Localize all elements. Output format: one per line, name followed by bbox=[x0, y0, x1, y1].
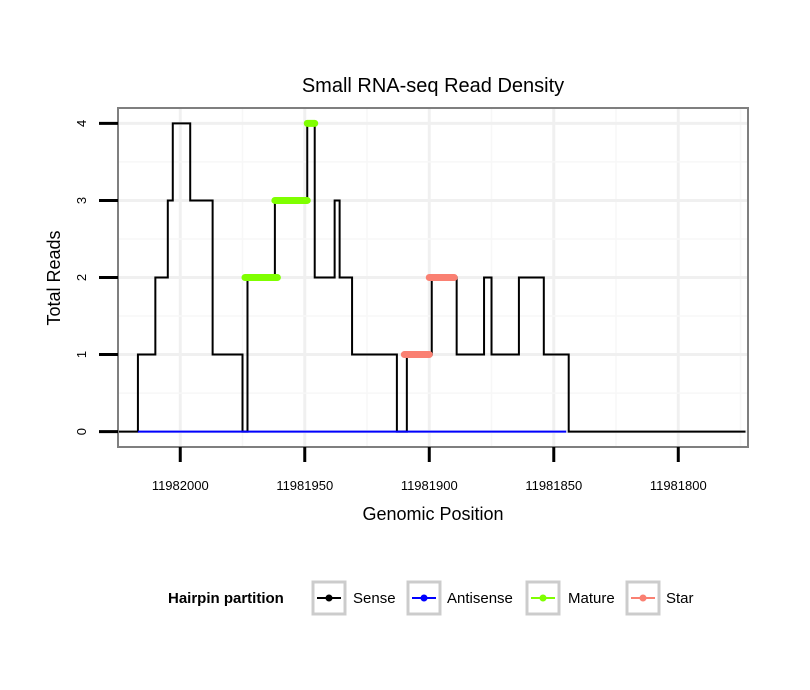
legend-label: Antisense bbox=[447, 590, 513, 607]
sense-series-line bbox=[118, 122, 746, 433]
x-tick-label: 11981800 bbox=[650, 478, 707, 493]
y-tick-label: 3 bbox=[74, 197, 89, 204]
x-axis-label: Genomic Position bbox=[362, 504, 503, 524]
y-tick-label: 0 bbox=[74, 428, 89, 435]
legend-label: Sense bbox=[353, 590, 396, 607]
legend-key-dot bbox=[539, 594, 547, 602]
legend-title: Hairpin partition bbox=[168, 590, 284, 607]
legend-key-dot bbox=[325, 594, 333, 602]
y-tick-label: 2 bbox=[74, 274, 89, 281]
x-axis: 11982000 11981950 11981900 11981850 11981800 bbox=[152, 447, 707, 493]
legend-entry-antisense: Antisense bbox=[406, 580, 513, 616]
legend-key-dot bbox=[420, 594, 428, 602]
legend-entry-star: Star bbox=[625, 580, 694, 616]
legend-label: Star bbox=[666, 590, 694, 607]
legend-key-dot bbox=[639, 594, 647, 602]
legend-label: Mature bbox=[568, 590, 615, 607]
x-tick-label: 11982000 bbox=[152, 478, 209, 493]
x-tick-label: 11981850 bbox=[525, 478, 582, 493]
legend-entry-sense: Sense bbox=[311, 580, 396, 616]
y-tick-label: 1 bbox=[74, 351, 89, 358]
legend-entry-mature: Mature bbox=[525, 580, 615, 616]
y-tick-label: 4 bbox=[74, 120, 89, 127]
x-tick-label: 11981950 bbox=[276, 478, 333, 493]
x-tick-label: 11981900 bbox=[401, 478, 458, 493]
series-layer bbox=[118, 119, 746, 433]
legend: Hairpin partition Sense Antisense Mature St… bbox=[168, 580, 694, 616]
y-axis-label: Total Reads bbox=[44, 230, 64, 325]
y-axis: 0 1 2 3 4 bbox=[74, 120, 118, 435]
chart-title: Small RNA-seq Read Density bbox=[302, 75, 564, 97]
